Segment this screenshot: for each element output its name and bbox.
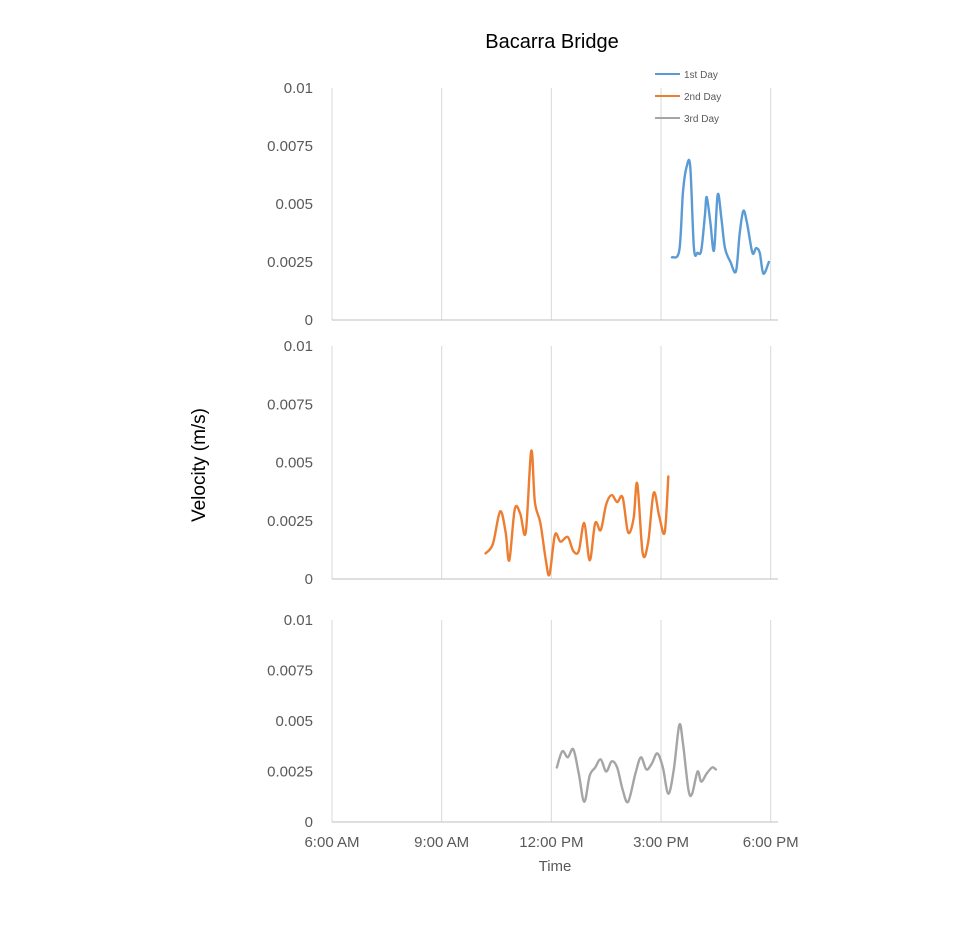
series-line-1st-day [670,158,771,275]
legend-label-2nd-day: 2nd Day [684,92,721,103]
legend: 1st Day 2nd Day 3rd Day [655,70,721,125]
x-axis-title: Time [539,858,572,875]
series-line-3rd-day [555,722,718,804]
y-tick-label-p1-4: 0.01 [284,80,313,97]
y-tick-label-p2-3: 0.0075 [267,396,313,413]
x-tick-label-1: 9:00 AM [414,834,469,851]
x-tick-label-4: 6:00 PM [743,834,799,851]
y-tick-label-p1-3: 0.0075 [267,138,313,155]
y-tick-label-p2-0: 0 [305,571,313,588]
series-line-2nd-day [484,449,670,577]
y-tick-label-p2-1: 0.0025 [267,513,313,530]
y-tick-label-p3-3: 0.0075 [267,663,313,680]
x-tick-label-3: 3:00 PM [633,834,689,851]
y-tick-label-p2-2: 0.005 [275,455,313,472]
y-tick-label-p2-4: 0.01 [284,338,313,355]
chart-title: Bacarra Bridge [485,31,618,53]
y-axis-title: Velocity (m/s) [189,408,210,522]
legend-label-1st-day: 1st Day [684,70,718,81]
y-tick-label-p3-1: 0.0025 [267,764,313,781]
y-tick-label-p1-0: 0 [305,312,313,329]
y-tick-label-p1-1: 0.0025 [267,254,313,271]
y-tick-label-p3-4: 0.01 [284,612,313,629]
chart-panels: 0 0.0025 0.005 0.0075 0.01 0 0.0025 0.005 0.0075… [267,80,799,851]
y-tick-label-p3-2: 0.005 [275,713,313,730]
x-tick-label-0: 6:00 AM [304,834,359,851]
y-tick-label-p3-0: 0 [305,814,313,831]
legend-label-3rd-day: 3rd Day [684,114,719,125]
y-tick-label-p1-2: 0.005 [275,196,313,213]
x-tick-label-2: 12:00 PM [519,834,583,851]
